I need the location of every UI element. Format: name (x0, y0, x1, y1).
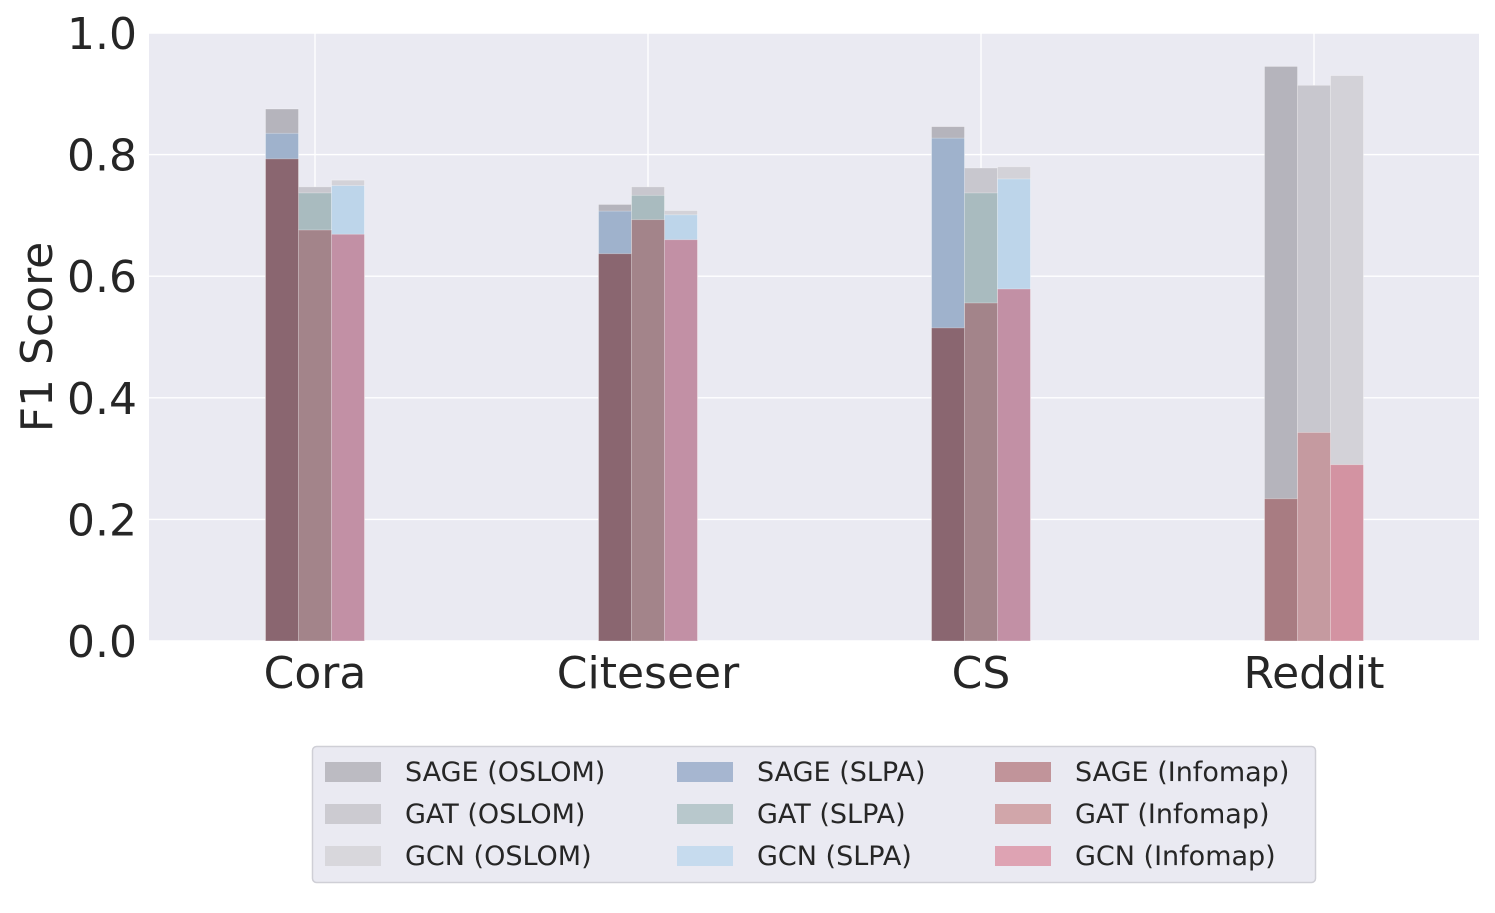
bar-gat-infomap-reddit (1297, 432, 1331, 642)
legend-item: GCN (OSLOM) (325, 841, 592, 872)
bar-gcn-infomap-cs (997, 288, 1031, 642)
legend-label: GCN (Infomap) (1075, 841, 1276, 872)
legend-label: GAT (OSLOM) (405, 799, 585, 830)
bars (265, 66, 1364, 642)
bar-gat-infomap-citeseer (631, 219, 665, 642)
legend-swatch (677, 804, 733, 824)
legend-swatch (677, 846, 733, 866)
legend-item: SAGE (Infomap) (995, 757, 1289, 788)
legend-item: SAGE (OSLOM) (325, 757, 605, 788)
y-tick-label: 1.0 (67, 9, 137, 60)
bar-sage-infomap-cora (265, 158, 299, 642)
legend-label: SAGE (Infomap) (1075, 757, 1289, 788)
x-tick-label: CS (952, 648, 1011, 699)
legend-label: GAT (SLPA) (757, 799, 906, 830)
legend-label: GCN (OSLOM) (405, 841, 592, 872)
legend-label: SAGE (OSLOM) (405, 757, 605, 788)
legend-swatch (325, 762, 381, 782)
bar-gcn-infomap-citeseer (664, 239, 698, 642)
x-tick-label: Reddit (1243, 648, 1384, 699)
legend-item: GAT (SLPA) (677, 799, 906, 830)
y-tick-label: 0.8 (67, 131, 137, 182)
bar-gat-infomap-cs (964, 302, 998, 642)
y-tick-label: 0.2 (67, 495, 137, 546)
y-tick-labels: 0.0 0.2 0.4 0.6 0.8 1.0 (67, 9, 137, 668)
y-tick-label: 0.4 (67, 374, 137, 425)
y-tick-label: 0.6 (67, 252, 137, 303)
bar-gcn-infomap-cora (331, 233, 365, 642)
legend-label: SAGE (SLPA) (757, 757, 925, 788)
legend: SAGE (OSLOM) GAT (OSLOM) GCN (OSLOM) SAGE (… (311, 745, 1317, 884)
x-tick-labels: Cora Citeseer CS Reddit (264, 648, 1385, 699)
bar-sage-infomap-reddit (1264, 498, 1298, 642)
plot-area (149, 33, 1479, 641)
legend-swatch (325, 804, 381, 824)
x-tick-label: Cora (264, 648, 367, 699)
legend-label: GCN (SLPA) (757, 841, 912, 872)
x-tick-label: Citeseer (557, 648, 740, 699)
legend-box (311, 745, 1317, 884)
y-tick-label: 0.0 (67, 617, 137, 668)
legend-swatch (995, 804, 1051, 824)
legend-label: GAT (Infomap) (1075, 799, 1270, 830)
legend-item: GCN (Infomap) (995, 841, 1276, 872)
bar-gat-infomap-cora (298, 229, 332, 642)
legend-item: GAT (Infomap) (995, 799, 1270, 830)
bar-gcn-infomap-reddit (1330, 464, 1364, 642)
legend-swatch (995, 846, 1051, 866)
legend-swatch (325, 846, 381, 866)
y-axis-label: F1 Score (12, 242, 63, 433)
legend-item: GCN (SLPA) (677, 841, 912, 872)
bar-sage-infomap-cs (931, 327, 965, 642)
bar-sage-infomap-citeseer (598, 253, 632, 642)
legend-item: SAGE (SLPA) (677, 757, 925, 788)
legend-item: GAT (OSLOM) (325, 799, 585, 830)
legend-swatch (995, 762, 1051, 782)
legend-swatch (677, 762, 733, 782)
